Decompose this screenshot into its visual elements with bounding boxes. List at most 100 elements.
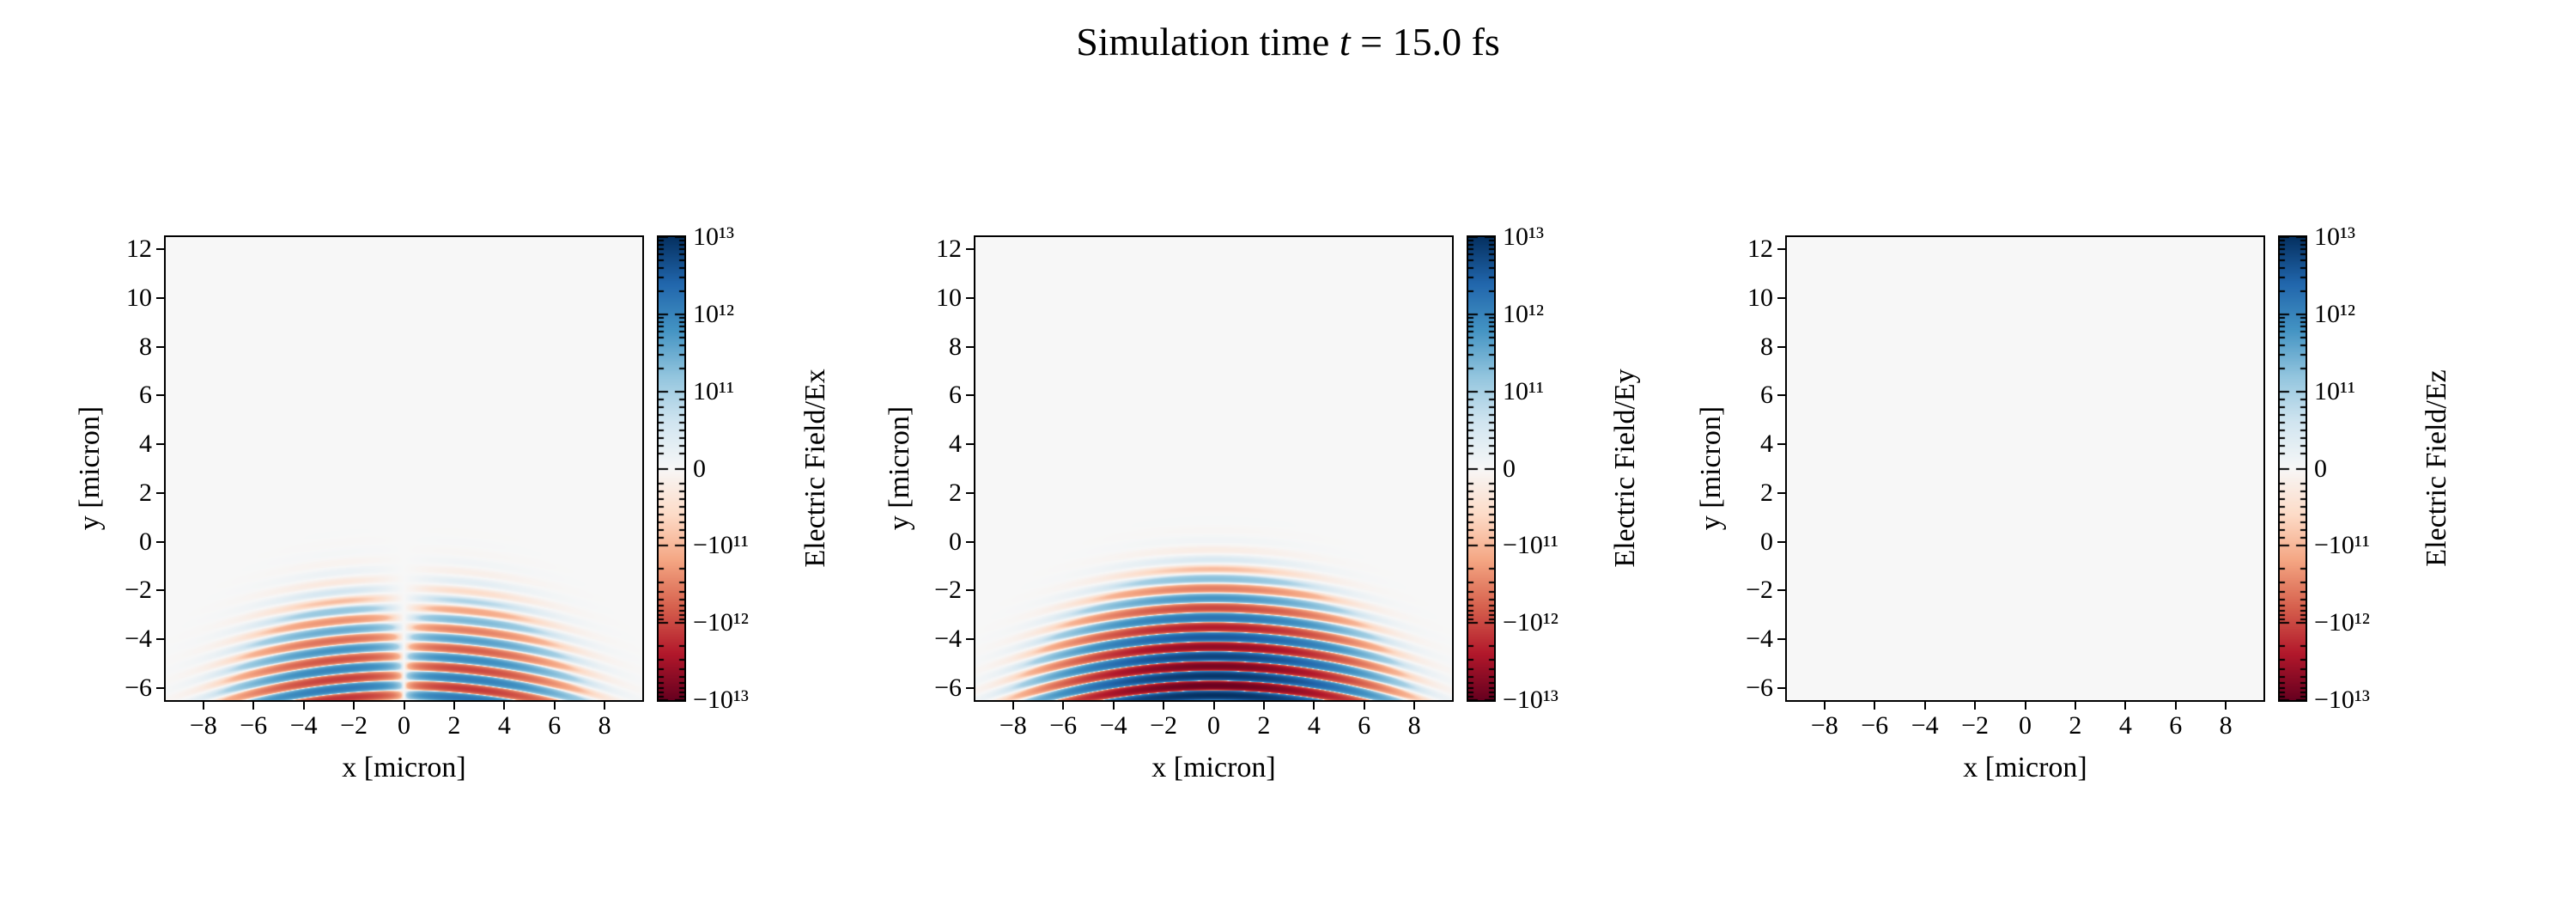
x-tick-label: −6 <box>1861 711 1889 740</box>
x-tick-label: 6 <box>548 711 562 740</box>
x-tick-mark <box>2074 702 2076 710</box>
x-tick-mark <box>2124 702 2127 710</box>
colorbar-tick-label: 10¹¹ <box>693 376 734 405</box>
y-tick-label: 10 <box>936 283 962 312</box>
colorbar-canvas <box>659 237 684 700</box>
y-tick-mark <box>966 491 974 494</box>
x-axis-label: x [micron] <box>1963 752 2087 783</box>
y-tick-mark <box>1777 443 1785 446</box>
x-tick-label: 0 <box>1207 711 1220 740</box>
colorbar-tick-label: −10¹³ <box>693 686 749 714</box>
y-tick-mark <box>966 638 974 641</box>
colorbar-tick-label: −10¹² <box>1503 608 1558 637</box>
y-tick-mark <box>1777 491 1785 494</box>
x-tick-mark <box>1363 702 1365 710</box>
x-tick-mark <box>1012 702 1014 710</box>
y-tick-label: −2 <box>934 576 962 605</box>
figure-title-suffix: = 15.0 fs <box>1350 20 1500 64</box>
colorbar-tick-label: 10¹² <box>2314 299 2355 328</box>
x-tick-label: −6 <box>1049 711 1078 740</box>
y-tick-label: −2 <box>1746 576 1773 605</box>
y-tick-label: 8 <box>949 332 962 361</box>
y-tick-mark <box>156 540 164 543</box>
x-tick-label: 8 <box>598 711 611 740</box>
colorbar-tick-label: 10¹² <box>1503 299 1544 328</box>
heatmap-canvas <box>1787 237 2263 700</box>
x-tick-label: 2 <box>1257 711 1271 740</box>
y-tick-label: 2 <box>949 478 962 507</box>
y-tick-mark <box>156 345 164 348</box>
panel-ex: y [micron] x [micron] Electric Field/Ex … <box>74 224 851 784</box>
y-tick-mark <box>966 248 974 251</box>
x-tick-label: −8 <box>189 711 217 740</box>
x-tick-mark <box>503 702 506 710</box>
y-tick-label: 12 <box>936 235 962 264</box>
y-tick-mark <box>1777 540 1785 543</box>
x-tick-label: −6 <box>240 711 268 740</box>
y-tick-mark <box>966 345 974 348</box>
y-tick-label: 8 <box>1760 332 1773 361</box>
figure-title: Simulation time t = 15.0 fs <box>0 19 2576 64</box>
y-tick-mark <box>156 394 164 397</box>
plot-area <box>1785 235 2265 702</box>
y-tick-mark <box>156 443 164 446</box>
x-tick-mark <box>403 702 405 710</box>
x-tick-mark <box>453 702 455 710</box>
x-tick-mark <box>202 702 204 710</box>
x-tick-label: 4 <box>1307 711 1321 740</box>
y-tick-label: −4 <box>1746 625 1773 654</box>
x-tick-mark <box>1413 702 1416 710</box>
y-tick-mark <box>156 296 164 299</box>
colorbar-tick-label: 10¹³ <box>1503 222 1544 251</box>
x-tick-label: 6 <box>1358 711 1371 740</box>
x-tick-mark <box>1923 702 1926 710</box>
colorbar <box>1467 235 1496 702</box>
y-tick-mark <box>1777 345 1785 348</box>
x-tick-label: 2 <box>2069 711 2082 740</box>
y-tick-label: 10 <box>126 283 152 312</box>
x-tick-mark <box>1212 702 1215 710</box>
y-tick-label: −2 <box>125 576 152 605</box>
plot-area <box>164 235 644 702</box>
y-tick-label: 4 <box>1760 430 1773 459</box>
colorbar-tick-label: −10¹¹ <box>1503 531 1558 560</box>
y-tick-label: 10 <box>1747 283 1773 312</box>
y-tick-label: 8 <box>139 332 152 361</box>
y-tick-label: 12 <box>1747 235 1773 264</box>
y-tick-mark <box>1777 638 1785 641</box>
x-tick-label: −8 <box>1810 711 1838 740</box>
y-tick-mark <box>1777 394 1785 397</box>
figure-title-variable: t <box>1339 20 1351 64</box>
panel-ez: y [micron] x [micron] Electric Field/Ez … <box>1695 224 2472 784</box>
x-tick-label: 0 <box>2019 711 2032 740</box>
y-tick-mark <box>1777 248 1785 251</box>
colorbar-tick-label: 10¹³ <box>2314 222 2355 251</box>
y-tick-mark <box>156 686 164 689</box>
y-tick-label: 6 <box>949 381 962 410</box>
y-tick-mark <box>156 589 164 592</box>
plot-area <box>974 235 1454 702</box>
y-tick-mark <box>1777 589 1785 592</box>
x-tick-label: −2 <box>1961 711 1990 740</box>
colorbar-tick-label: 0 <box>2314 454 2327 483</box>
y-tick-mark <box>966 540 974 543</box>
y-tick-label: −6 <box>934 673 962 702</box>
colorbar <box>2278 235 2307 702</box>
y-tick-label: −4 <box>934 625 962 654</box>
x-tick-label: −2 <box>340 711 368 740</box>
x-tick-label: −4 <box>1099 711 1127 740</box>
x-tick-mark <box>1874 702 1876 710</box>
y-tick-label: 4 <box>949 430 962 459</box>
x-tick-label: 8 <box>2219 711 2233 740</box>
y-tick-mark <box>966 589 974 592</box>
colorbar-tick-label: −10¹¹ <box>2314 531 2370 560</box>
x-tick-mark <box>604 702 606 710</box>
y-tick-mark <box>1777 686 1785 689</box>
colorbar-tick-label: −10¹² <box>693 608 749 637</box>
x-tick-mark <box>1313 702 1315 710</box>
y-tick-mark <box>966 686 974 689</box>
y-tick-mark <box>966 443 974 446</box>
colorbar-tick-label: 10¹³ <box>693 222 734 251</box>
colorbar-tick-label: 10¹¹ <box>2314 376 2355 405</box>
y-axis-label: y [micron] <box>1695 405 1727 531</box>
